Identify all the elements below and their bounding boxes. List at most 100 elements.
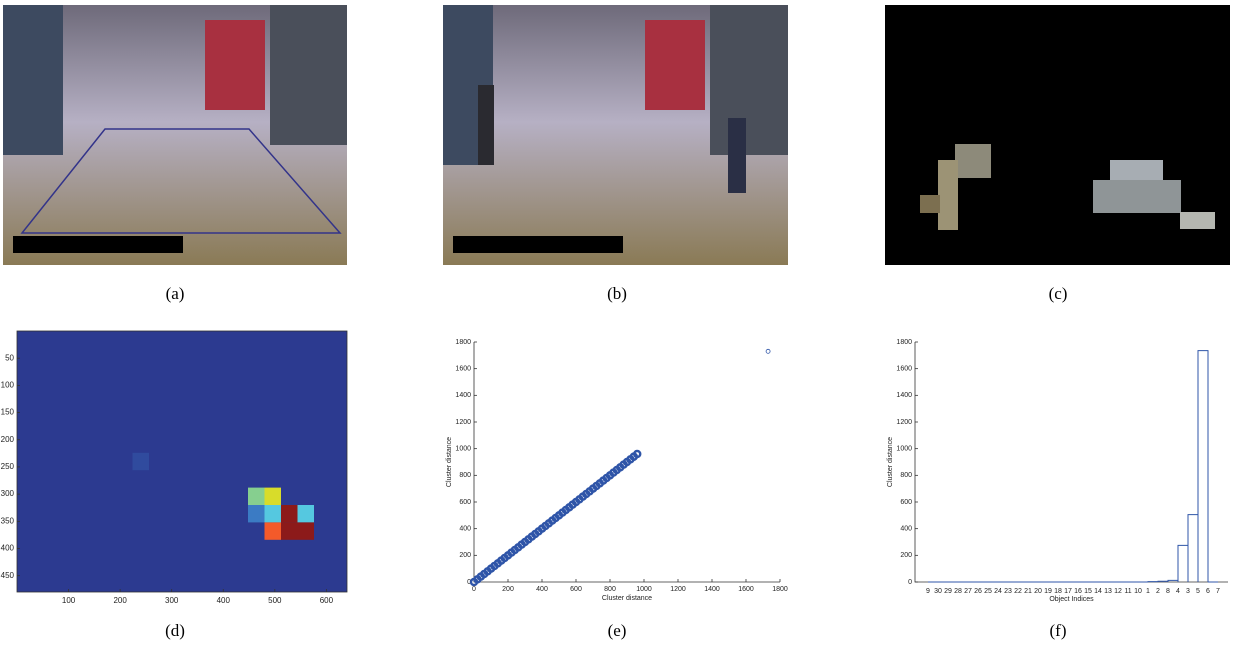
x-tick-label: 11 [1124, 588, 1131, 595]
x-tick-label: 19 [1044, 588, 1052, 595]
y-tick-label: 200 [1, 435, 15, 444]
dendrogram-link [1178, 545, 1188, 582]
heatmap-background [17, 331, 347, 592]
x-tick-label: 26 [974, 588, 982, 595]
y-tick-label: 600 [459, 499, 471, 506]
y-tick-label: 300 [1, 489, 15, 498]
x-tick-label: 800 [604, 586, 616, 593]
point [766, 349, 770, 353]
caption: (a) [166, 284, 185, 303]
x-axis-label: Object Indices [1049, 596, 1094, 603]
caption: (e) [608, 621, 627, 640]
x-tick-label: 22 [1014, 588, 1022, 595]
x-tick-label: 14 [1094, 588, 1102, 595]
x-axis-label: Cluster distance [602, 595, 652, 602]
mask-c [885, 5, 1230, 265]
y-tick-label: 1400 [455, 392, 471, 399]
y-tick-label: 1800 [455, 339, 471, 346]
y-tick-label: 800 [459, 472, 471, 479]
x-tick-label: 400 [536, 586, 548, 593]
x-tick-label: 16 [1074, 588, 1082, 595]
caption: (c) [1049, 284, 1068, 303]
dendrogram-link [1198, 351, 1208, 582]
y-tick-label: 1200 [455, 419, 471, 426]
heatmap-cell [248, 505, 265, 522]
x-tick-label: 0 [472, 586, 476, 593]
x-tick-label: 9 [926, 588, 930, 595]
caption: (b) [607, 284, 627, 303]
x-tick-label: 1800 [772, 586, 788, 593]
x-tick-label: 27 [964, 588, 972, 595]
y-axis-label: Cluster distance [887, 437, 894, 487]
y-tick-label: 400 [900, 526, 912, 533]
y-axis-label: Cluster distance [446, 437, 453, 487]
x-tick-label: 13 [1104, 588, 1112, 595]
x-tick-label: 600 [320, 596, 334, 605]
y-tick-label: 400 [1, 544, 15, 553]
x-tick-label: 600 [570, 586, 582, 593]
x-tick-label: 1200 [670, 586, 686, 593]
photo-a [3, 5, 347, 265]
x-tick-label: 12 [1114, 588, 1122, 595]
dendrogram-link [1188, 515, 1198, 582]
figure: (a) (b) (c) (d) (e) (f) 1002003004005006… [0, 0, 1233, 646]
page: {"captions": ["(a)", "(b)", "(c)", "(d)"… [0, 0, 1233, 646]
axes [915, 342, 1228, 582]
x-tick-label: 5 [1196, 588, 1200, 595]
x-tick-label: 21 [1024, 588, 1032, 595]
photo-b [443, 5, 788, 265]
y-tick-label: 1600 [455, 366, 471, 373]
heatmap-cell [281, 505, 298, 522]
x-tick-label: 15 [1084, 588, 1092, 595]
x-tick-label: 4 [1176, 588, 1180, 595]
y-tick-label: 600 [900, 499, 912, 506]
x-tick-label: 10 [1134, 588, 1142, 595]
x-tick-label: 200 [502, 586, 514, 593]
x-tick-label: 25 [984, 588, 992, 595]
y-tick-label: 1000 [896, 446, 912, 453]
y-tick-label: 1600 [896, 366, 912, 373]
x-tick-label: 8 [1166, 588, 1170, 595]
caption: (d) [165, 621, 185, 640]
heatmap-cell [298, 505, 315, 522]
x-tick-label: 300 [165, 596, 179, 605]
x-tick-label: 18 [1054, 588, 1062, 595]
y-tick-label: 100 [1, 380, 15, 389]
y-tick-label: 1400 [896, 392, 912, 399]
x-tick-label: 200 [113, 596, 127, 605]
x-tick-label: 30 [934, 588, 942, 595]
point [634, 451, 640, 457]
y-tick-label: 150 [1, 408, 15, 417]
x-tick-label: 2 [1156, 588, 1160, 595]
y-tick-label: 50 [5, 353, 14, 362]
x-tick-label: 29 [944, 588, 952, 595]
y-tick-label: 1000 [455, 446, 471, 453]
y-tick-label: 200 [459, 552, 471, 559]
heatmap-cell [265, 505, 282, 522]
x-tick-label: 20 [1034, 588, 1042, 595]
x-tick-label: 1600 [738, 586, 754, 593]
caption: (f) [1050, 621, 1067, 640]
heatmap-cell [265, 522, 282, 539]
x-tick-label: 17 [1064, 588, 1072, 595]
y-tick-label: 200 [900, 552, 912, 559]
x-tick-label: 100 [62, 596, 76, 605]
heatmap-cell [298, 522, 315, 539]
y-tick-label: 800 [900, 472, 912, 479]
x-tick-label: 1400 [704, 586, 720, 593]
x-tick-label: 400 [217, 596, 231, 605]
x-tick-label: 23 [1004, 588, 1012, 595]
x-tick-label: 24 [994, 588, 1002, 595]
y-tick-label: 1200 [896, 419, 912, 426]
heatmap-cell [248, 488, 265, 505]
y-tick-label: 450 [1, 571, 15, 580]
x-tick-label: 3 [1186, 588, 1190, 595]
heatmap-cell [281, 522, 298, 539]
y-tick-label: 250 [1, 462, 15, 471]
x-tick-label: 28 [954, 588, 962, 595]
x-tick-label: 1 [1146, 588, 1150, 595]
x-tick-label: 7 [1216, 588, 1220, 595]
x-tick-label: 6 [1206, 588, 1210, 595]
x-tick-label: 500 [268, 596, 282, 605]
y-tick-label: 400 [459, 526, 471, 533]
